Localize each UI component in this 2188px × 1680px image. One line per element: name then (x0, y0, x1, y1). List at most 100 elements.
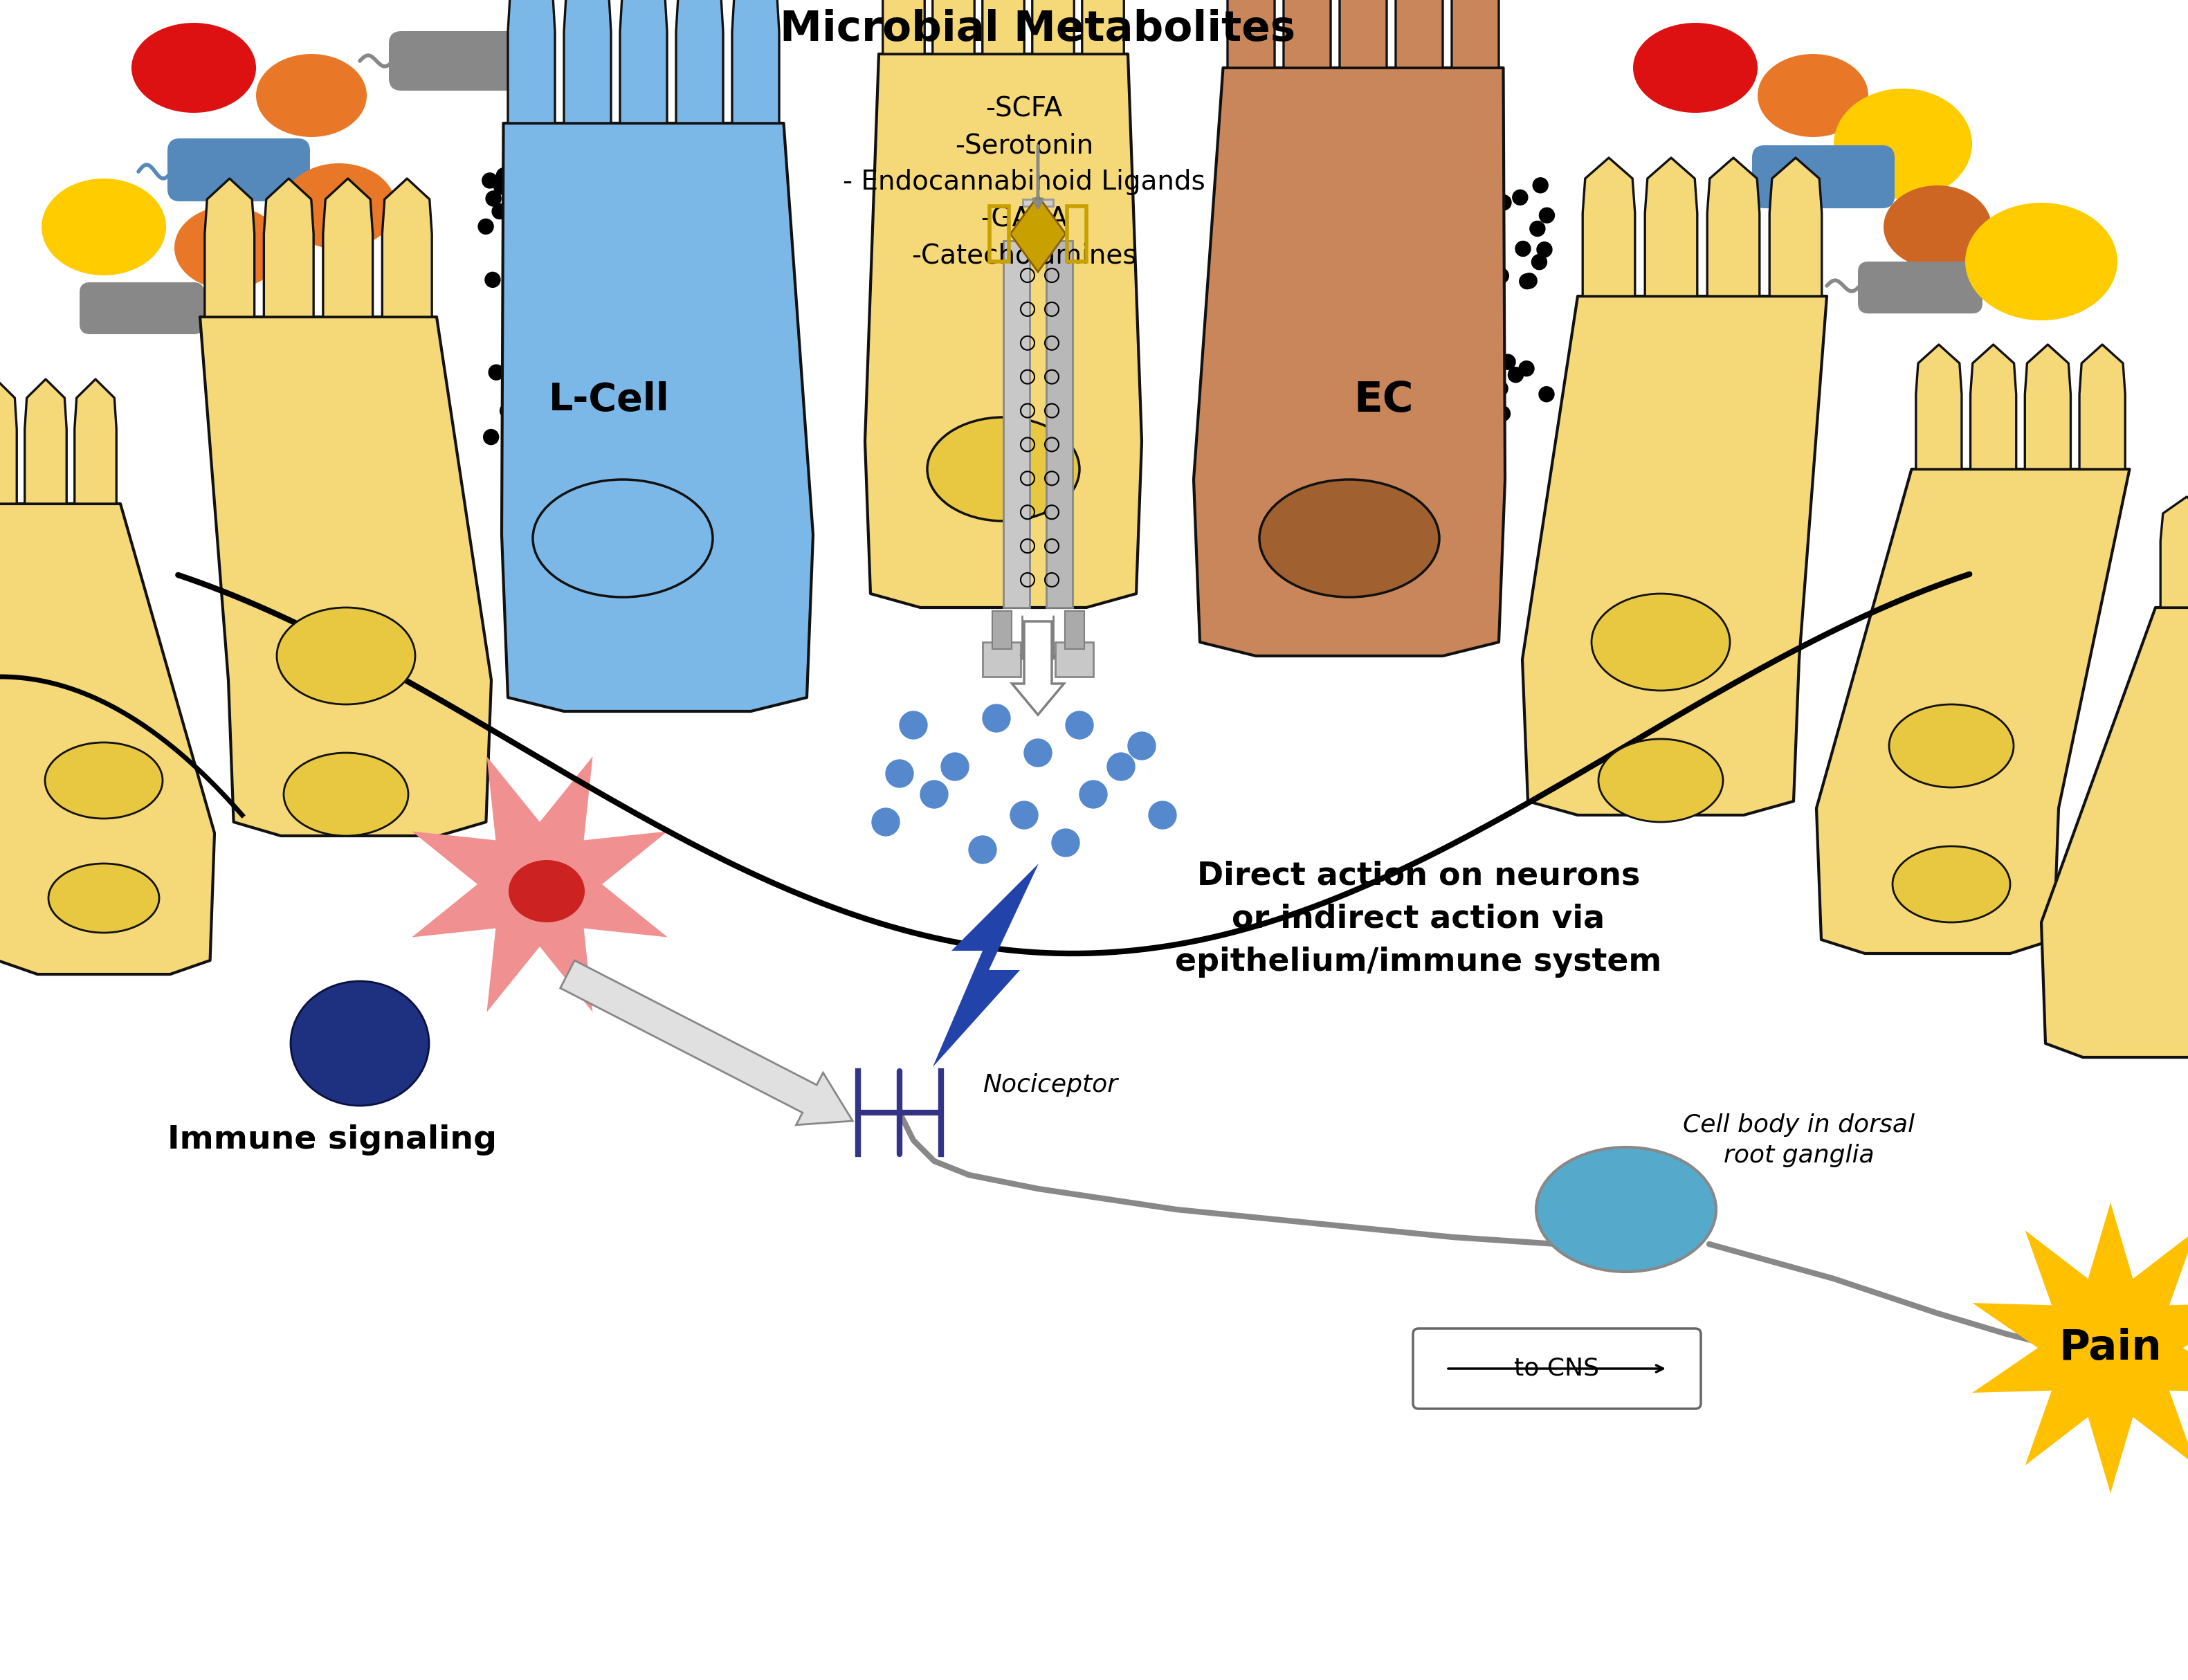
Text: L-Cell: L-Cell (549, 381, 670, 418)
Circle shape (1521, 274, 1536, 289)
FancyArrow shape (1013, 622, 1063, 714)
Circle shape (1455, 292, 1470, 307)
Circle shape (637, 412, 652, 427)
Polygon shape (1707, 158, 1759, 296)
Ellipse shape (42, 178, 166, 276)
Circle shape (1516, 242, 1532, 257)
Ellipse shape (175, 207, 282, 289)
Circle shape (1473, 171, 1488, 186)
Circle shape (1273, 309, 1289, 324)
Ellipse shape (1834, 89, 1971, 200)
Circle shape (1287, 378, 1302, 393)
Circle shape (554, 353, 569, 368)
Circle shape (1494, 407, 1510, 422)
Ellipse shape (278, 608, 416, 704)
Circle shape (632, 447, 648, 464)
Circle shape (1335, 334, 1350, 349)
Circle shape (558, 365, 573, 380)
Polygon shape (74, 380, 116, 504)
Circle shape (1278, 185, 1293, 200)
Circle shape (1518, 361, 1534, 376)
Ellipse shape (928, 417, 1079, 521)
Polygon shape (265, 178, 313, 318)
Polygon shape (1816, 469, 2129, 954)
Text: Microbial Metabolites: Microbial Metabolites (781, 10, 1295, 50)
Circle shape (705, 276, 720, 291)
Circle shape (1343, 265, 1359, 281)
Polygon shape (1770, 158, 1823, 296)
Circle shape (591, 375, 606, 390)
Circle shape (637, 420, 652, 435)
Circle shape (1459, 235, 1475, 250)
Circle shape (558, 307, 573, 323)
Circle shape (635, 186, 650, 203)
Circle shape (696, 398, 711, 413)
Polygon shape (0, 504, 214, 974)
Circle shape (1442, 166, 1457, 181)
Circle shape (1024, 739, 1052, 766)
Polygon shape (1523, 296, 1827, 815)
Ellipse shape (46, 743, 162, 818)
Polygon shape (501, 123, 814, 711)
Circle shape (479, 218, 494, 234)
Circle shape (519, 415, 534, 430)
Polygon shape (508, 0, 556, 123)
Circle shape (711, 321, 724, 336)
Circle shape (1501, 354, 1516, 370)
Bar (1046, 240, 1072, 608)
Circle shape (1352, 286, 1368, 301)
Bar (982, 642, 1020, 677)
Ellipse shape (284, 753, 409, 837)
Circle shape (1529, 222, 1545, 237)
Circle shape (571, 427, 586, 442)
Polygon shape (882, 0, 926, 54)
Circle shape (484, 430, 499, 445)
Polygon shape (1645, 158, 1698, 296)
Circle shape (1350, 454, 1365, 469)
Ellipse shape (1757, 54, 1869, 138)
Circle shape (871, 808, 899, 837)
Circle shape (514, 223, 529, 239)
Ellipse shape (534, 479, 713, 596)
Circle shape (1538, 386, 1553, 402)
Ellipse shape (1591, 593, 1731, 690)
Circle shape (1536, 242, 1551, 257)
Circle shape (731, 230, 746, 245)
Circle shape (1363, 240, 1378, 255)
Circle shape (1433, 450, 1448, 465)
Circle shape (545, 264, 560, 279)
Polygon shape (932, 0, 974, 54)
Circle shape (1420, 390, 1435, 405)
Ellipse shape (1632, 24, 1757, 113)
FancyBboxPatch shape (168, 138, 311, 202)
Circle shape (494, 180, 510, 195)
Circle shape (558, 432, 571, 447)
Circle shape (680, 403, 696, 418)
Polygon shape (982, 0, 1024, 54)
Text: Immune signaling: Immune signaling (168, 1124, 497, 1156)
Circle shape (1416, 252, 1431, 267)
Circle shape (1127, 732, 1155, 759)
Circle shape (1297, 213, 1313, 228)
FancyArrow shape (560, 961, 853, 1126)
Ellipse shape (48, 864, 160, 932)
Circle shape (899, 711, 928, 739)
FancyBboxPatch shape (1413, 1329, 1700, 1410)
Circle shape (1538, 208, 1553, 223)
Circle shape (676, 294, 691, 309)
Ellipse shape (1536, 1147, 1715, 1272)
Polygon shape (1451, 0, 1499, 67)
Circle shape (1052, 828, 1079, 857)
Circle shape (635, 250, 650, 265)
Circle shape (1149, 801, 1177, 828)
Polygon shape (1396, 0, 1442, 67)
Polygon shape (1971, 1203, 2188, 1494)
Circle shape (501, 403, 514, 418)
Circle shape (941, 753, 969, 781)
Polygon shape (565, 0, 610, 123)
Circle shape (1451, 437, 1466, 452)
Circle shape (1518, 274, 1534, 289)
Ellipse shape (131, 24, 256, 113)
Circle shape (580, 381, 595, 396)
Polygon shape (1339, 0, 1387, 67)
